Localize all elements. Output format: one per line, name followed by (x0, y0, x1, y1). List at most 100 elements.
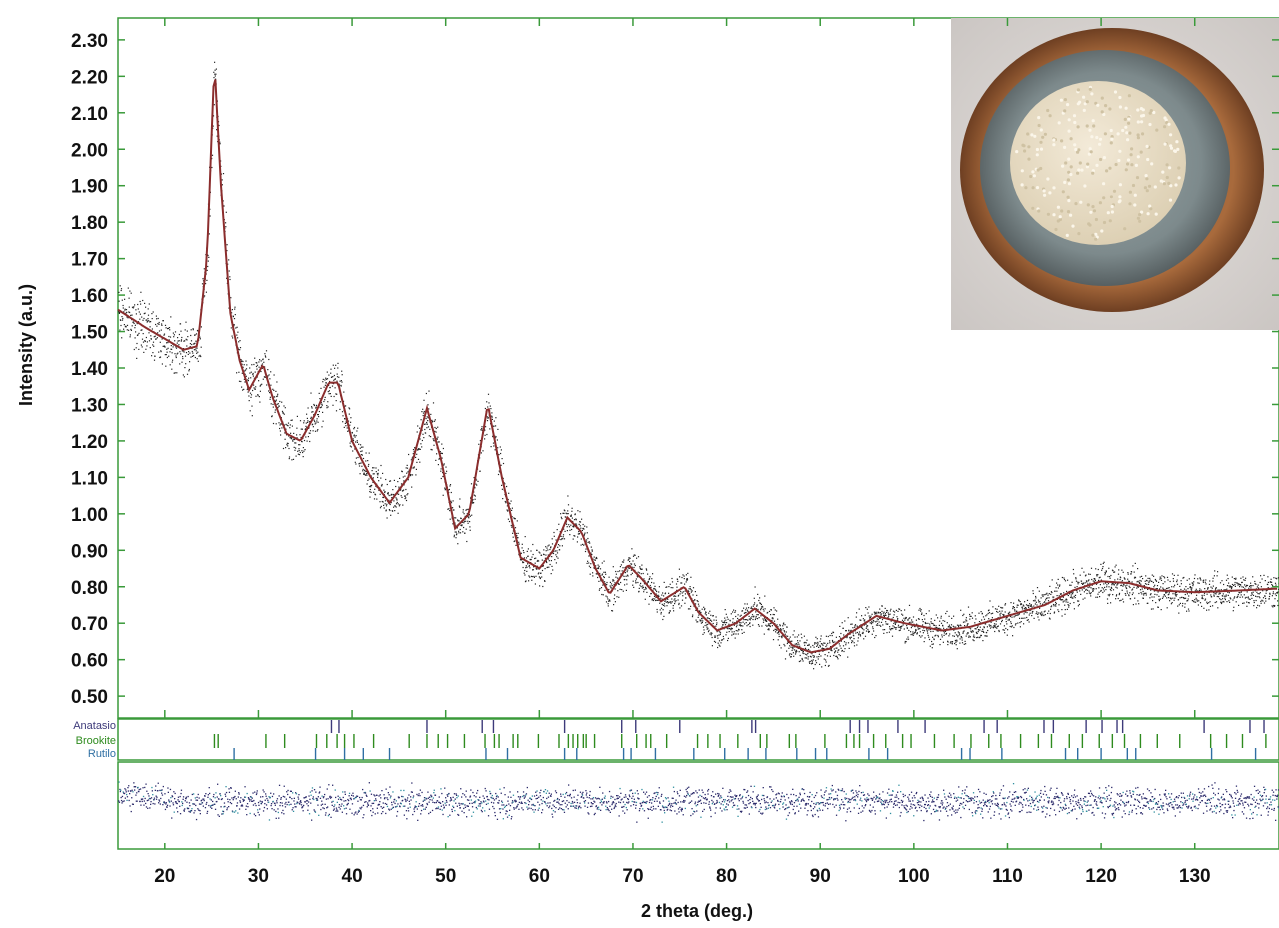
data-point (723, 624, 724, 625)
data-point (386, 504, 387, 505)
data-point (143, 352, 144, 353)
data-point (356, 430, 357, 431)
data-point (563, 536, 564, 537)
data-point (956, 640, 957, 641)
data-point (687, 579, 688, 580)
powder-grain (1043, 189, 1046, 192)
data-point (1167, 579, 1168, 580)
data-point (973, 640, 974, 641)
data-point (675, 596, 676, 597)
data-point (1220, 593, 1221, 594)
data-point (200, 355, 201, 356)
data-point (351, 446, 352, 447)
data-point (987, 630, 988, 631)
data-point (1083, 583, 1084, 584)
data-point (662, 604, 663, 605)
data-point (250, 377, 251, 378)
data-point (122, 318, 123, 319)
data-point (726, 632, 727, 633)
data-point (784, 630, 785, 631)
data-point (424, 424, 425, 425)
data-point (122, 320, 123, 321)
data-point (636, 558, 637, 559)
data-point (1221, 602, 1222, 603)
data-point (852, 641, 853, 642)
data-point (157, 332, 158, 333)
powder-grain (1086, 100, 1089, 103)
data-point (778, 639, 779, 640)
data-point (1065, 609, 1066, 610)
data-point (432, 449, 433, 450)
powder-grain (1103, 221, 1106, 224)
data-point (885, 613, 886, 614)
data-point (1068, 595, 1069, 596)
data-point (707, 628, 708, 629)
data-point (787, 627, 788, 628)
data-point (319, 398, 320, 399)
data-point (1138, 587, 1139, 588)
data-point (269, 392, 270, 393)
powder-grain (1137, 120, 1140, 123)
data-point (515, 518, 516, 519)
data-point (626, 584, 627, 585)
data-point (272, 415, 273, 416)
data-point (1206, 602, 1207, 603)
data-point (564, 538, 565, 539)
difference-point (125, 798, 126, 799)
data-point (960, 638, 961, 639)
data-point (565, 531, 566, 532)
data-point (319, 411, 320, 412)
data-point (1049, 593, 1050, 594)
data-point (1014, 609, 1015, 610)
data-point (468, 517, 469, 518)
data-point (207, 270, 208, 271)
data-point (669, 612, 670, 613)
data-point (1016, 607, 1017, 608)
data-point (1134, 598, 1135, 599)
data-point (638, 572, 639, 573)
data-point (640, 583, 641, 584)
data-point (1159, 588, 1160, 589)
data-point (1149, 578, 1150, 579)
data-point (1002, 620, 1003, 621)
data-point (751, 618, 752, 619)
data-point (250, 397, 251, 398)
data-point (443, 448, 444, 449)
powder-grain (1168, 166, 1171, 169)
data-point (481, 428, 482, 429)
data-point (406, 500, 407, 501)
data-point (608, 603, 609, 604)
data-point (359, 463, 360, 464)
data-point (978, 613, 979, 614)
data-point (955, 627, 956, 628)
data-point (322, 381, 323, 382)
data-point (775, 609, 776, 610)
data-point (1150, 593, 1151, 594)
data-point (797, 644, 798, 645)
data-point (763, 609, 764, 610)
data-point (1128, 574, 1129, 575)
difference-point (142, 801, 143, 802)
data-point (809, 644, 810, 645)
powder-grain (1127, 158, 1130, 161)
data-point (1161, 580, 1162, 581)
data-point (844, 641, 845, 642)
data-point (280, 430, 281, 431)
powder-grain (1023, 149, 1026, 152)
data-point (539, 585, 540, 586)
data-point (414, 466, 415, 467)
data-point (708, 618, 709, 619)
data-point (744, 603, 745, 604)
data-point (310, 418, 311, 419)
difference-point (143, 796, 144, 797)
x-tick-label: 80 (716, 866, 737, 887)
data-point (258, 380, 259, 381)
data-point (135, 309, 136, 310)
data-point (819, 664, 820, 665)
data-point (818, 658, 819, 659)
data-point (377, 477, 378, 478)
data-point (249, 367, 250, 368)
powder-grain (1036, 148, 1039, 151)
data-point (875, 613, 876, 614)
data-point (1165, 593, 1166, 594)
